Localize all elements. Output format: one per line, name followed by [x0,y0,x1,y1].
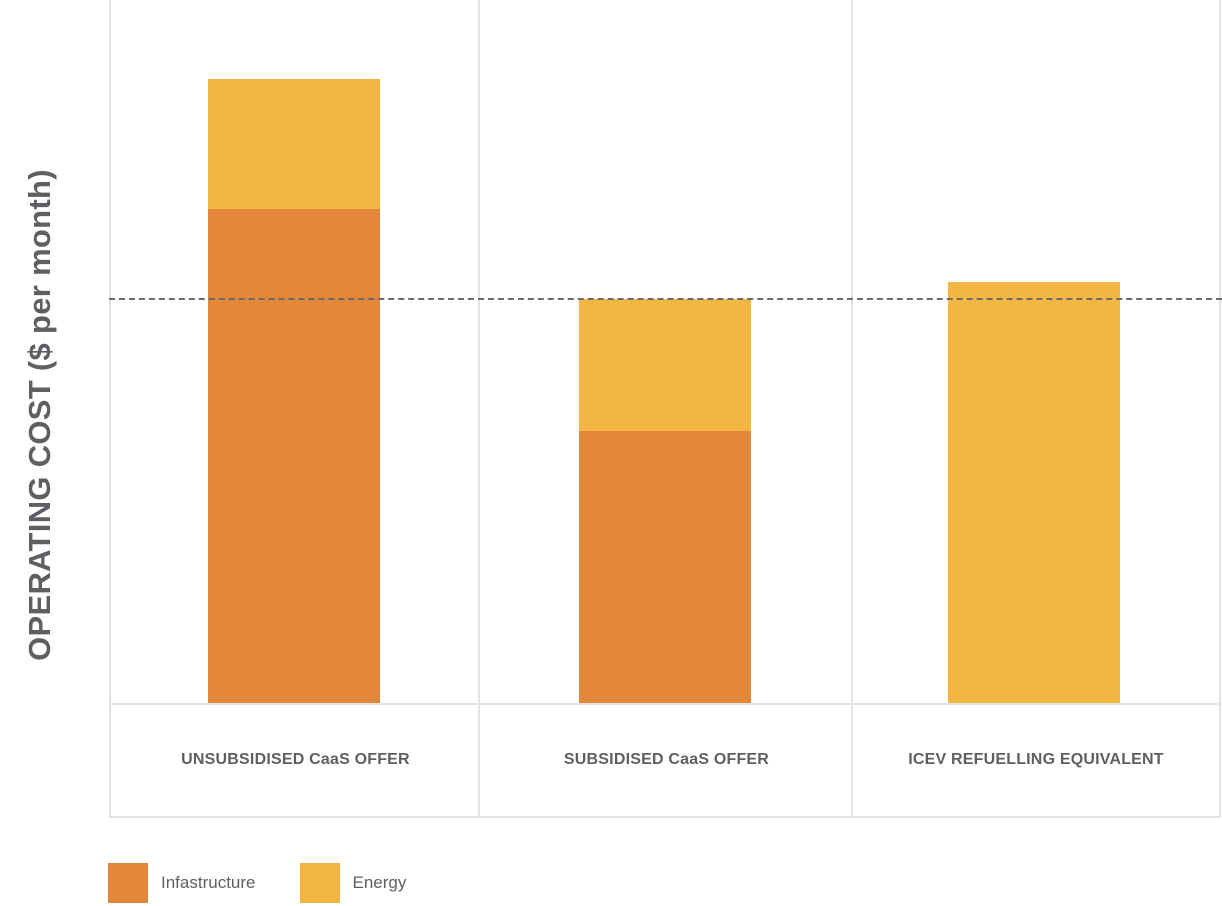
bar-segment-infastructure [208,209,380,703]
column-divider-1 [478,0,480,703]
reference-line [109,298,1222,300]
label-divider-2 [851,703,853,816]
legend-label-infrastructure: Infastructure [161,873,256,892]
legend-label-energy: Energy [352,873,407,892]
category-label-row: UNSUBSIDISED CaaS OFFER SUBSIDISED CaaS … [109,703,1221,818]
legend-swatch-energy [299,863,340,903]
y-axis-label: OPERATING COST ($ per month) [22,169,57,661]
bar-segment-energy [208,79,380,209]
column-divider-2 [851,0,853,703]
category-label-subsidised: SUBSIDISED CaaS OFFER [563,750,770,768]
x-axis-baseline [109,703,1221,705]
plot-area [109,0,1221,703]
plot-border-left [109,0,111,703]
label-divider-1 [478,703,480,816]
bar-segment-infastructure [579,431,751,703]
category-label-icev: ICEV REFUELLING EQUIVALENT [908,750,1164,768]
legend-swatch-infrastructure [108,863,148,903]
bar-segment-energy [579,299,751,431]
category-label-unsubsidised: UNSUBSIDISED CaaS OFFER [181,750,410,768]
bar-segment-energy [948,282,1120,703]
legend: Infastructure Energy [108,863,450,903]
plot-border-right [1219,0,1221,703]
